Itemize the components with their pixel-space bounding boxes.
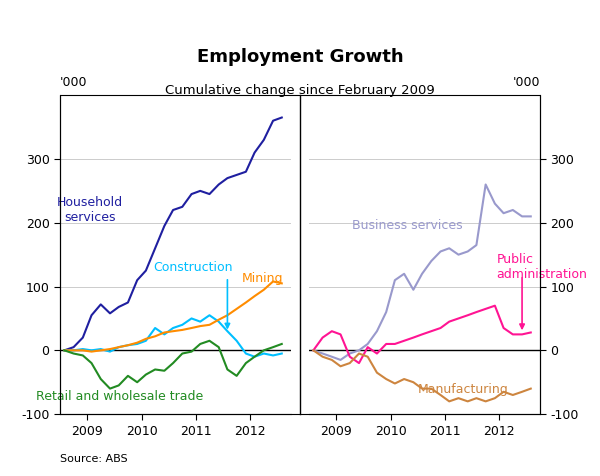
Text: Business services: Business services xyxy=(352,219,463,232)
Text: Construction: Construction xyxy=(154,261,233,274)
Text: Source: ABS: Source: ABS xyxy=(60,454,128,464)
Text: Public
administration: Public administration xyxy=(497,253,587,281)
Text: Employment Growth: Employment Growth xyxy=(197,48,403,66)
Text: Retail and wholesale trade: Retail and wholesale trade xyxy=(36,390,203,403)
Text: Household
services: Household services xyxy=(57,196,123,224)
Text: '000: '000 xyxy=(60,76,88,89)
Text: Manufacturing: Manufacturing xyxy=(418,383,508,397)
Text: Cumulative change since February 2009: Cumulative change since February 2009 xyxy=(165,84,435,97)
Text: Mining: Mining xyxy=(242,272,284,285)
Text: '000: '000 xyxy=(512,76,540,89)
